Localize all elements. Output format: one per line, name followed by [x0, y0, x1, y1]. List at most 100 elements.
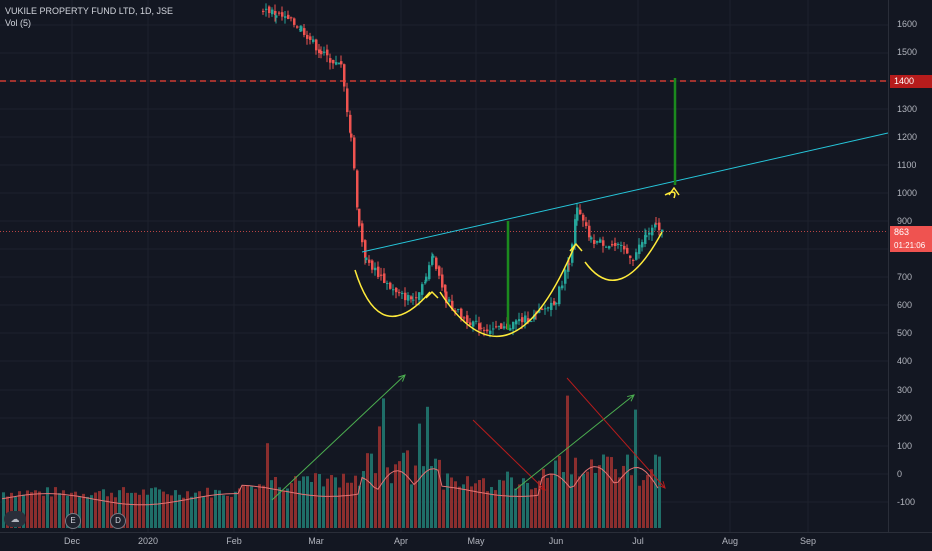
- candle-body: [349, 114, 352, 133]
- chart-pane[interactable]: VUKILE PROPERTY FUND LTD, 1D, JSE Vol (5…: [0, 0, 888, 532]
- candle-body: [407, 295, 410, 301]
- volume-bar: [386, 467, 389, 528]
- volume-bar: [514, 488, 517, 528]
- volume-bar: [602, 454, 605, 528]
- price-chart[interactable]: [0, 0, 888, 532]
- volume-bar: [650, 469, 653, 528]
- candle-body: [574, 219, 577, 246]
- volume-bar: [270, 480, 273, 528]
- candle-body: [445, 291, 448, 304]
- volume-bar: [234, 491, 237, 528]
- candle-body: [353, 137, 356, 169]
- candle-body: [343, 64, 346, 87]
- volume-bar: [554, 460, 557, 528]
- volume-bar: [250, 486, 253, 528]
- candle-body: [358, 208, 361, 226]
- volume-bar: [82, 493, 85, 528]
- candle-body: [454, 310, 457, 313]
- time-scale[interactable]: Dec 2020 Feb Mar Apr May Jun Jul Aug Sep: [0, 532, 932, 551]
- candle-body: [530, 320, 533, 322]
- dividend-marker[interactable]: D: [110, 513, 126, 529]
- volume-bar: [158, 489, 161, 528]
- price-label: 1300: [897, 104, 918, 114]
- earnings-marker[interactable]: E: [65, 513, 81, 529]
- candle-body: [398, 292, 401, 294]
- volume-bar: [246, 486, 249, 528]
- volume-bar: [510, 477, 513, 528]
- candle-body: [268, 6, 271, 14]
- candle-body: [332, 59, 335, 64]
- volume-bar: [466, 476, 469, 528]
- candle-body: [602, 240, 605, 246]
- volume-bar: [394, 464, 397, 528]
- candle-body: [538, 310, 541, 313]
- candle-body: [582, 214, 585, 221]
- candle-body: [533, 314, 536, 320]
- volume-bar: [410, 484, 413, 528]
- tradingview-logo-icon[interactable]: ☁: [4, 511, 26, 527]
- price-label: 1000: [897, 188, 918, 198]
- volume-indicator-label[interactable]: Vol (5): [5, 18, 32, 28]
- symbol-title[interactable]: VUKILE PROPERTY FUND LTD, 1D, JSE: [5, 6, 174, 16]
- volume-bar: [182, 497, 185, 528]
- volume-bar: [370, 453, 373, 528]
- volume-bar: [542, 468, 545, 528]
- volume-bar: [598, 465, 601, 528]
- volume-trend-arrow: [472, 419, 546, 491]
- volume-bar: [406, 450, 409, 528]
- price-scale[interactable]: 1600 1500 1300 1200 1100 1000 900 800 70…: [888, 0, 932, 532]
- volume-bar: [326, 478, 329, 528]
- candle-body: [278, 12, 281, 14]
- volume-bar: [226, 495, 229, 528]
- volume-bar: [78, 496, 81, 528]
- volume-bar: [238, 488, 241, 528]
- candle-body: [451, 300, 454, 310]
- price-label: 700: [897, 272, 913, 282]
- volume-bar: [342, 473, 345, 528]
- candle-body: [356, 170, 359, 208]
- candle-body: [561, 285, 564, 289]
- candle-body: [626, 247, 629, 254]
- candle-body: [371, 260, 374, 270]
- volume-bar: [282, 490, 285, 528]
- countdown-tag: 01:21:06: [890, 239, 932, 252]
- candle-body: [553, 301, 556, 305]
- breakout-curve: [664, 191, 676, 199]
- candle-body: [335, 62, 338, 65]
- candle-body: [518, 319, 521, 322]
- candle-body: [641, 242, 644, 248]
- volume-bar: [534, 487, 537, 528]
- volume-bar: [146, 494, 149, 528]
- price-label: 500: [897, 328, 913, 338]
- volume-bar: [58, 493, 61, 528]
- volume-bar: [166, 494, 169, 528]
- candle-body: [658, 222, 661, 231]
- volume-bar: [346, 482, 349, 528]
- candle-body: [368, 259, 371, 263]
- candle-body: [284, 16, 287, 18]
- candle-body: [410, 296, 413, 300]
- price-label: 1600: [897, 19, 918, 29]
- volume-bar: [458, 486, 461, 528]
- time-label: May: [467, 536, 485, 546]
- volume-bar: [222, 495, 225, 528]
- candle-body: [608, 246, 611, 249]
- time-label: 2020: [137, 536, 159, 546]
- candle-body: [392, 289, 395, 291]
- volume-bar: [578, 476, 581, 528]
- volume-bar: [26, 490, 29, 528]
- volume-bar: [402, 452, 405, 528]
- volume-bar: [546, 477, 549, 528]
- candle-body: [521, 317, 524, 323]
- candle-body: [418, 292, 421, 300]
- volume-trend-arrow: [566, 377, 666, 489]
- volume-bar: [486, 491, 489, 528]
- candle-body: [265, 8, 268, 10]
- volume-bar: [138, 494, 141, 528]
- current-price-tag: 863: [890, 226, 932, 239]
- candle-body: [296, 26, 299, 28]
- volume-bar: [98, 491, 101, 528]
- candle-body: [655, 223, 658, 225]
- volume-bar: [626, 454, 629, 528]
- volume-trend-arrow-head: [627, 394, 635, 402]
